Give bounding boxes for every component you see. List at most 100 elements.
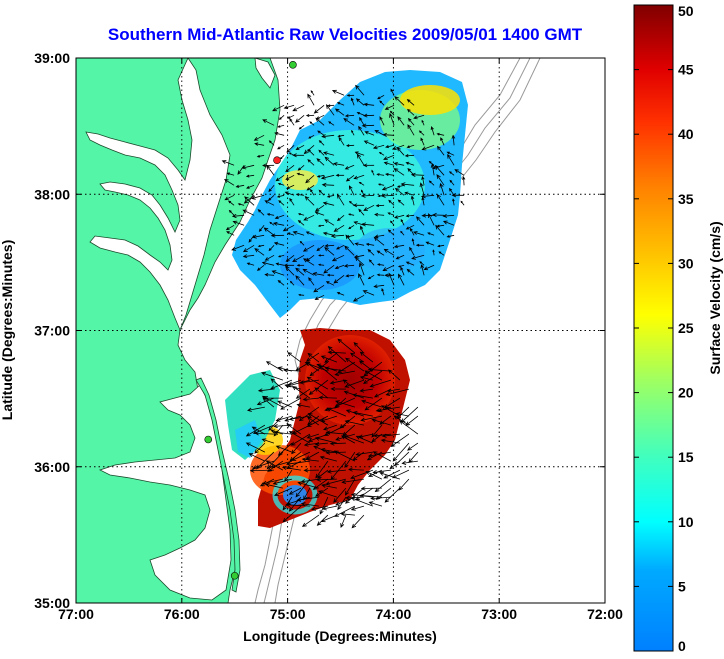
velocity-arrow: [363, 140, 375, 146]
velocity-arrow: [310, 505, 328, 511]
velocity-arrow: [331, 254, 345, 262]
velocity-arrow: [296, 403, 310, 408]
velocity-arrow: [297, 164, 305, 171]
velocity-arrow: [253, 134, 265, 141]
velocity-arrow: [292, 230, 305, 236]
velocity-arrow: [316, 174, 325, 178]
velocity-arrow: [295, 267, 305, 276]
velocity-arrow: [256, 154, 265, 158]
velocity-arrow: [421, 175, 425, 186]
velocity-arrow: [360, 415, 382, 422]
velocity-arrow: [423, 264, 435, 271]
velocity-arrow: [247, 406, 265, 412]
velocity-arrow: [313, 284, 325, 293]
velocity-arrow: [285, 174, 295, 180]
velocity-arrow: [306, 184, 315, 191]
chesapeake-bay: [85, 58, 231, 332]
velocity-arrow: [284, 191, 295, 196]
velocity-arrow: [303, 144, 315, 155]
velocity-arrow: [317, 263, 325, 266]
velocity-arrow: [356, 153, 365, 166]
velocity-arrow: [411, 254, 425, 260]
velocity-arrow: [407, 108, 415, 116]
velocity-arrow: [309, 121, 315, 126]
velocity-arrow: [305, 451, 320, 460]
x-axis-label: Longitude (Degrees:Minutes): [243, 628, 437, 644]
velocity-arrow: [432, 212, 445, 218]
velocity-arrow: [439, 182, 445, 196]
velocity-arrow: [380, 193, 395, 198]
velocity-arrow: [385, 388, 409, 396]
velocity-arrow: [334, 370, 355, 377]
velocity-arrow: [303, 468, 319, 473]
velocity-arrow: [437, 244, 445, 248]
velocity-arrow: [315, 117, 325, 126]
velocity-arrow: [371, 418, 392, 426]
velocity-arrow: [407, 124, 415, 136]
x-tick-label: 74:00: [375, 606, 411, 622]
velocity-arrow: [452, 198, 455, 206]
velocity-arrow: [400, 218, 405, 226]
velocity-arrow: [328, 121, 335, 126]
velocity-arrow: [421, 196, 425, 206]
velocity-arrow: [299, 379, 319, 385]
velocity-arrow: [295, 478, 311, 498]
velocity-arrow: [320, 514, 338, 523]
velocity-arrow: [345, 144, 355, 148]
velocity-arrow: [355, 451, 373, 457]
velocity-arrow: [406, 98, 415, 106]
velocity-arrow: [314, 441, 328, 447]
velocity-arrow: [310, 188, 315, 196]
colorbar: 0 5 10 15 20 25 30 35 40 45 50 Surface Velocity (c…: [633, 3, 723, 654]
velocity-arrow: [353, 342, 365, 354]
x-axis-ticks: 77:00 76:00 75:00 74:00 73:00 72:00: [58, 58, 623, 622]
colorbar-tick-label: 40: [678, 126, 694, 142]
velocity-arrow: [383, 154, 395, 160]
velocity-arrow: [336, 292, 345, 296]
velocity-arrow: [361, 399, 383, 408]
velocity-arrow: [336, 102, 345, 106]
velocity-arrow: [288, 415, 310, 421]
velocity-arrow: [351, 514, 365, 529]
velocity-arrow: [376, 273, 385, 277]
velocity-arrow: [307, 352, 320, 363]
velocity-arrow: [389, 460, 401, 470]
velocity-arrow: [351, 129, 355, 136]
velocity-arrow: [345, 274, 355, 278]
velocity-arrow: [379, 116, 385, 126]
x-tick-label: 72:00: [587, 606, 623, 622]
velocity-arrow: [297, 213, 305, 216]
velocity-arrow: [268, 185, 275, 193]
velocity-arrow: [310, 90, 315, 96]
velocity-arrow: [308, 379, 329, 395]
velocity-arrow: [344, 379, 365, 388]
velocity-arrow: [248, 453, 266, 462]
velocity-arrow: [231, 244, 245, 251]
velocity-arrow: [320, 447, 337, 453]
velocity-arrow: [362, 163, 375, 168]
colorbar-tick-label: 30: [678, 255, 694, 271]
velocity-arrow: [307, 148, 315, 156]
velocity-arrow: [389, 112, 395, 126]
velocity-arrow: [327, 345, 347, 363]
velocity-arrow: [396, 184, 405, 188]
velocity-arrow: [370, 496, 391, 501]
velocity-arrow: [369, 379, 392, 388]
velocity-arrow: [394, 96, 405, 106]
velocity-arrow: [448, 187, 455, 196]
velocity-arrow: [274, 131, 285, 136]
velocity-arrow: [393, 415, 410, 426]
velocity-arrow: [270, 233, 285, 238]
velocity-arrow: [410, 195, 415, 206]
velocity-arrow: [289, 280, 295, 286]
velocity-arrow: [345, 478, 356, 496]
velocity-arrow: [364, 131, 375, 136]
delaware-bay: [254, 58, 276, 89]
velocity-arrow: [257, 244, 265, 248]
velocity-arrow: [245, 442, 266, 453]
velocity-arrow: [282, 224, 295, 232]
velocity-arrow: [287, 352, 302, 363]
velocity-arrow: [359, 388, 373, 393]
velocity-arrow: [316, 158, 325, 166]
